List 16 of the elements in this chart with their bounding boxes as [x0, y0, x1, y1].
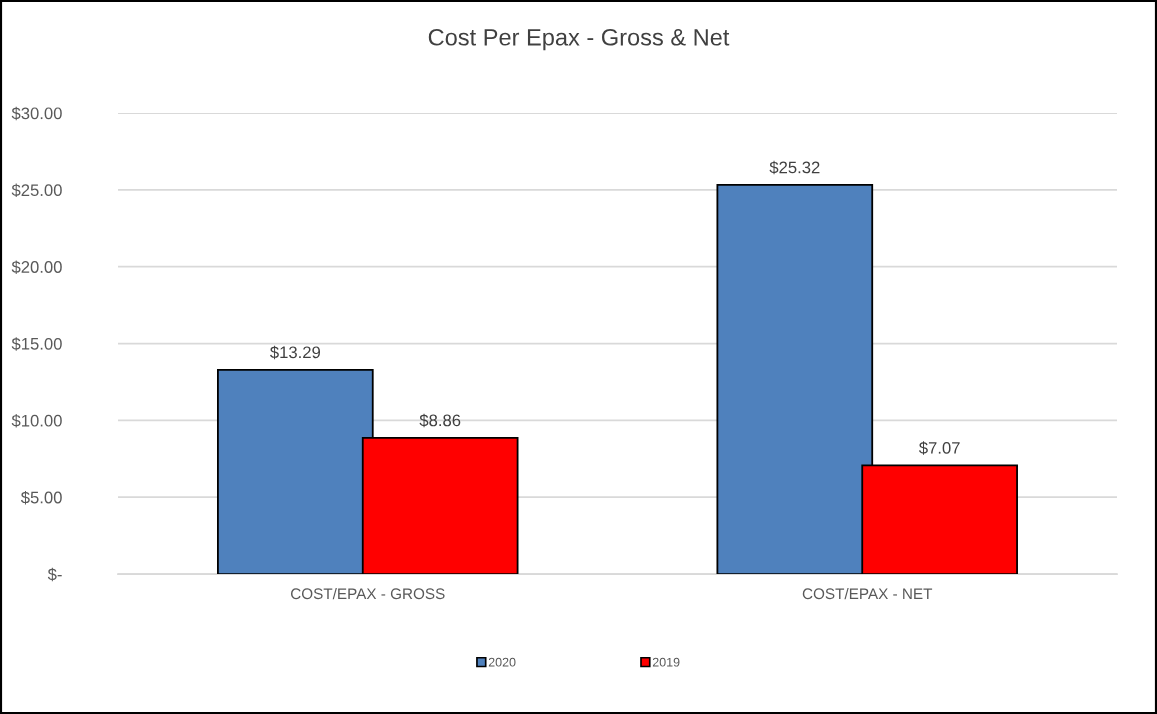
x-tick-label: COST/EPAX - NET	[802, 587, 933, 600]
data-label: $7.07	[918, 441, 960, 455]
y-tick-label: $25.00	[11, 183, 62, 198]
legend-label: 2020	[488, 657, 516, 667]
legend-label: 2019	[652, 657, 680, 667]
chart-title: Cost Per Epax - Gross & Net	[428, 28, 730, 51]
y-tick-label: $10.00	[11, 414, 62, 428]
data-label: $25.32	[769, 160, 820, 175]
data-label: $13.29	[270, 345, 321, 360]
y-tick-label: $30.00	[11, 106, 62, 121]
y-tick-label: $15.00	[11, 337, 62, 351]
y-tick-label: $20.00	[11, 260, 62, 274]
data-label: $8.86	[419, 413, 461, 428]
x-tick-label: COST/EPAX - GROSS	[290, 587, 445, 600]
y-tick-label: $-	[47, 567, 62, 582]
y-tick-label: $5.00	[20, 490, 62, 505]
